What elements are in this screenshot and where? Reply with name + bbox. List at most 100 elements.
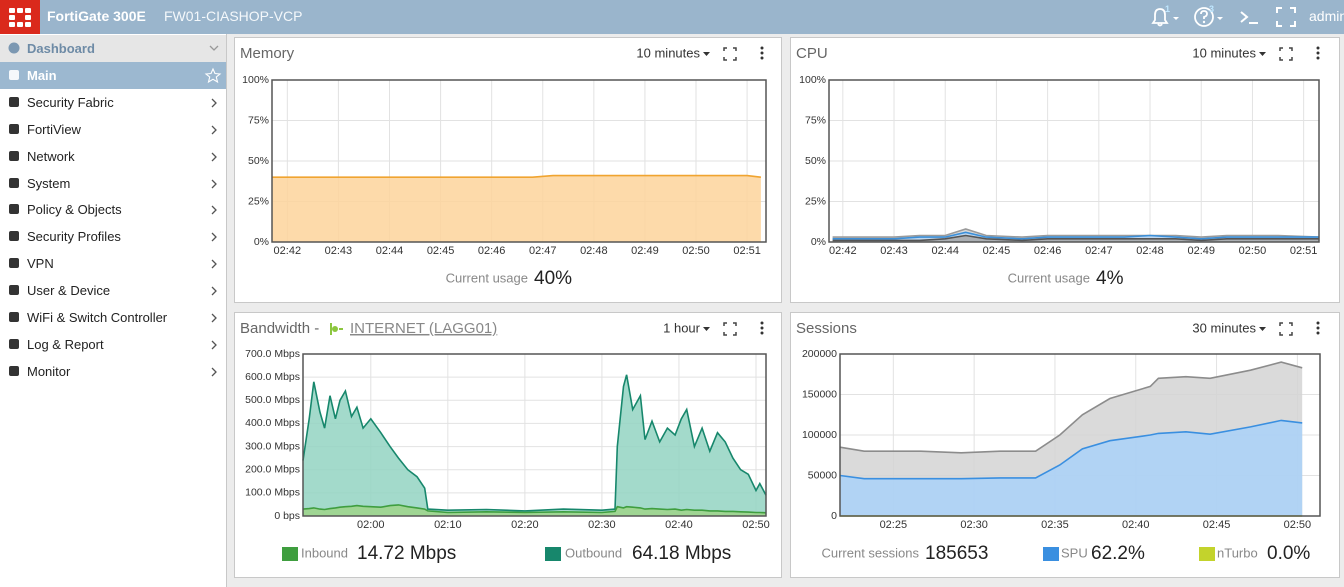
- notifications-button[interactable]: [1148, 5, 1184, 29]
- legend-value: 64.18 Mbps: [632, 543, 731, 564]
- legend-swatch: [1199, 547, 1215, 561]
- time-range[interactable]: 10 minutes: [636, 45, 700, 60]
- y-tick-label: 50000: [808, 469, 837, 481]
- nav-label: VPN: [27, 256, 54, 272]
- expand-button[interactable]: [723, 47, 737, 61]
- nav-item[interactable]: Network: [0, 143, 226, 170]
- nav-icon: [9, 312, 217, 323]
- nav-label: FortiView: [27, 121, 81, 137]
- x-tick-label: 02:51: [733, 245, 761, 257]
- menu-button[interactable]: [760, 46, 764, 50]
- expand-button[interactable]: [723, 322, 737, 336]
- nav-item[interactable]: WiFi & Switch Controller: [0, 304, 226, 331]
- menu-button[interactable]: [760, 51, 764, 55]
- nav-label: WiFi & Switch Controller: [27, 310, 168, 325]
- menu-button[interactable]: [760, 331, 764, 335]
- widget-title: Sessions: [796, 320, 857, 337]
- interface-icon: [332, 326, 338, 332]
- nav-item[interactable]: Policy & Objects: [0, 196, 226, 223]
- dropdown-caret: [1259, 52, 1266, 56]
- x-tick-label: 02:30: [960, 519, 988, 531]
- dropdown-caret: [703, 327, 710, 331]
- x-tick-label: 02:50: [742, 519, 770, 531]
- x-tick-label: 02:42: [274, 245, 302, 257]
- time-range[interactable]: 1 hour: [663, 320, 701, 335]
- expand-button[interactable]: [1279, 322, 1293, 336]
- nav-label: Dashboard: [27, 41, 95, 56]
- nav-icon: [9, 150, 217, 162]
- time-range[interactable]: 10 minutes: [1192, 45, 1256, 60]
- menu-button[interactable]: [760, 326, 764, 330]
- menu-button[interactable]: [760, 321, 764, 325]
- nav-label: Security Fabric: [27, 94, 114, 110]
- y-tick-label: 75%: [248, 114, 269, 126]
- chevron: [211, 259, 217, 269]
- x-tick-label: 02:47: [1085, 245, 1113, 257]
- nav-section[interactable]: Dashboard: [0, 35, 226, 62]
- logo[interactable]: [0, 0, 40, 34]
- nav-label: Monitor: [27, 363, 71, 379]
- item-icon: [9, 123, 19, 134]
- legend-swatch: [545, 547, 561, 561]
- nav-item[interactable]: Security Fabric: [0, 89, 226, 116]
- x-tick-label: 02:35: [1041, 519, 1069, 531]
- nav-item[interactable]: FortiView: [0, 116, 226, 143]
- chevron: [211, 125, 217, 135]
- legend-value: 0.0%: [1267, 543, 1310, 564]
- x-tick-label: 02:00: [357, 519, 385, 531]
- nav-icon: [9, 67, 222, 84]
- nav-label: System: [27, 175, 71, 191]
- footer-value: 185653: [925, 543, 988, 564]
- user-menu[interactable]: admin: [1309, 8, 1344, 24]
- menu-button[interactable]: [760, 56, 764, 60]
- x-tick-label: 02:45: [983, 245, 1011, 257]
- nav-item[interactable]: Main: [0, 61, 226, 89]
- area-fill: [272, 175, 761, 242]
- menu-button[interactable]: [1316, 331, 1320, 335]
- area-fill: [303, 374, 766, 516]
- footer-label: Current usage: [446, 270, 528, 285]
- nav-item[interactable]: System: [0, 170, 226, 197]
- item-icon: [9, 312, 19, 322]
- menu-button[interactable]: [1316, 56, 1320, 60]
- y-tick-label: 150000: [802, 388, 837, 400]
- x-tick-label: 02:45: [427, 245, 455, 257]
- interface-name: INTERNET (LAGG01): [350, 320, 497, 337]
- item-icon: [9, 69, 19, 80]
- x-tick-label: 02:25: [880, 519, 908, 531]
- widget-title: Bandwidth -: [240, 320, 319, 337]
- y-tick-label: 0%: [811, 236, 826, 248]
- nav-item[interactable]: Monitor: [0, 358, 226, 385]
- series-line: [839, 419, 1303, 480]
- time-range[interactable]: 30 minutes: [1192, 320, 1256, 335]
- x-tick-label: 02:51: [1290, 245, 1318, 257]
- legend-label: Inbound: [301, 545, 348, 560]
- nav-item[interactable]: VPN: [0, 250, 226, 277]
- nav-item[interactable]: Security Profiles: [0, 223, 226, 250]
- menu-button[interactable]: [1316, 46, 1320, 50]
- footer-value: 40%: [534, 268, 572, 289]
- sidebar: Dashboard Main Security Fabric FortiView Net…: [0, 34, 227, 587]
- help-button[interactable]: [1192, 5, 1228, 29]
- menu-button[interactable]: [1316, 321, 1320, 325]
- y-tick-label: 100%: [242, 74, 269, 86]
- interface-icon: [330, 323, 343, 335]
- nav-item[interactable]: User & Device: [0, 277, 226, 304]
- nav-item[interactable]: Log & Report: [0, 331, 226, 358]
- menu-button[interactable]: [1316, 51, 1320, 55]
- x-tick-label: 02:44: [376, 245, 404, 257]
- x-tick-label: 02:50: [1239, 245, 1267, 257]
- nav-label: Log & Report: [27, 336, 104, 352]
- y-tick-label: 25%: [805, 195, 826, 207]
- menu-button[interactable]: [1316, 326, 1320, 330]
- widget-title: CPU: [796, 45, 828, 62]
- expand-button[interactable]: [1279, 47, 1293, 61]
- legend-label: Outbound: [565, 545, 622, 560]
- fullscreen-button[interactable]: [1274, 5, 1298, 29]
- area-fill: [303, 504, 766, 516]
- nav-icon: [9, 338, 217, 350]
- cli-button[interactable]: [1238, 5, 1262, 29]
- y-tick-label: 200000: [802, 348, 837, 360]
- y-tick-label: 700.0 Mbps: [245, 348, 300, 360]
- nav-label: Network: [27, 148, 75, 164]
